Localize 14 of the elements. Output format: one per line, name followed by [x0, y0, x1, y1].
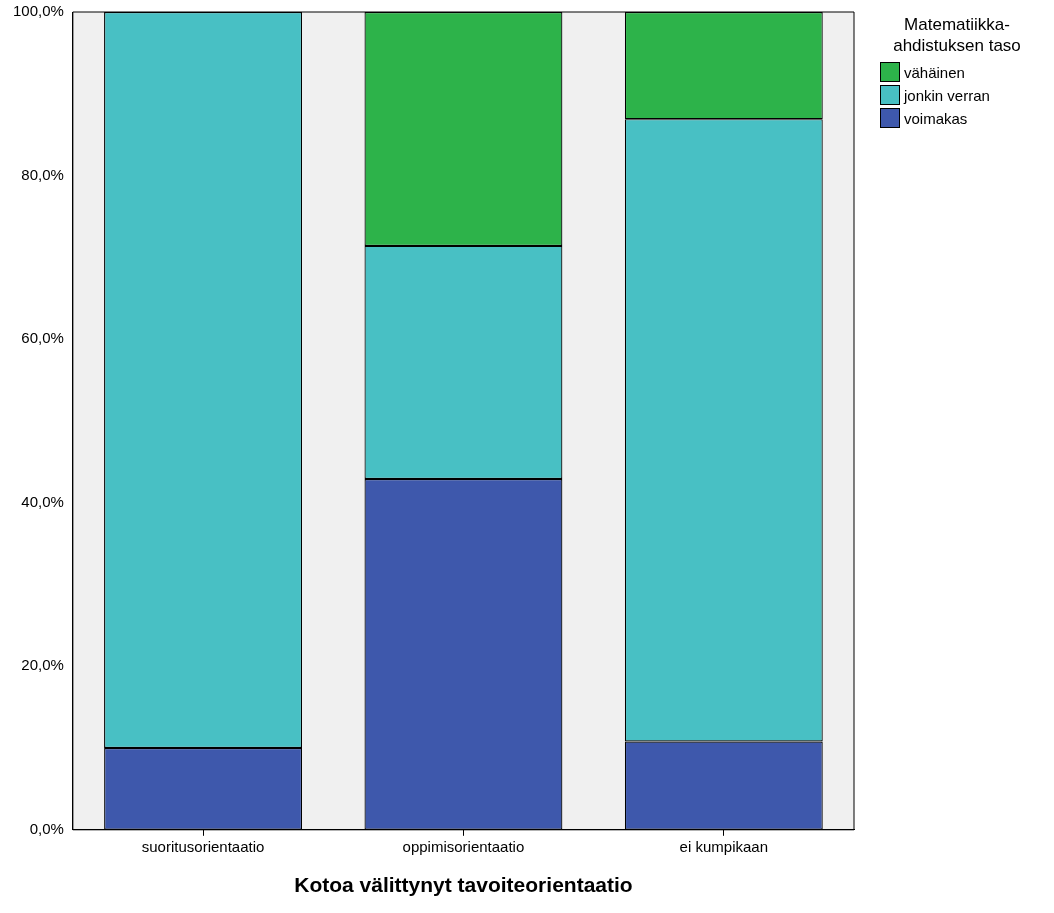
text: jonkin verran	[904, 86, 990, 104]
y-tick-label: 20,0%	[21, 656, 64, 674]
x-tick-label: ei kumpikaan	[679, 837, 769, 855]
x-axis-title: Kotoa välittynyt tavoiteorientaatio	[294, 873, 633, 897]
legend-label: vähäinen	[904, 63, 965, 81]
y-tick-label: 60,0%	[21, 329, 64, 347]
legend-title: Matematiikka-ahdistuksen taso	[892, 14, 1022, 56]
y-tick-label: 100,0%	[13, 2, 64, 20]
y-tick-label: 40,0%	[21, 492, 64, 510]
x-tick-label: suoritusorientaatio	[141, 837, 265, 855]
y-tick-label: 0,0%	[29, 819, 64, 837]
y-tick-label: 80,0%	[21, 165, 64, 183]
x-tick-label: oppimisorientaatio	[402, 837, 525, 855]
legend-label: voimakas	[904, 109, 968, 127]
